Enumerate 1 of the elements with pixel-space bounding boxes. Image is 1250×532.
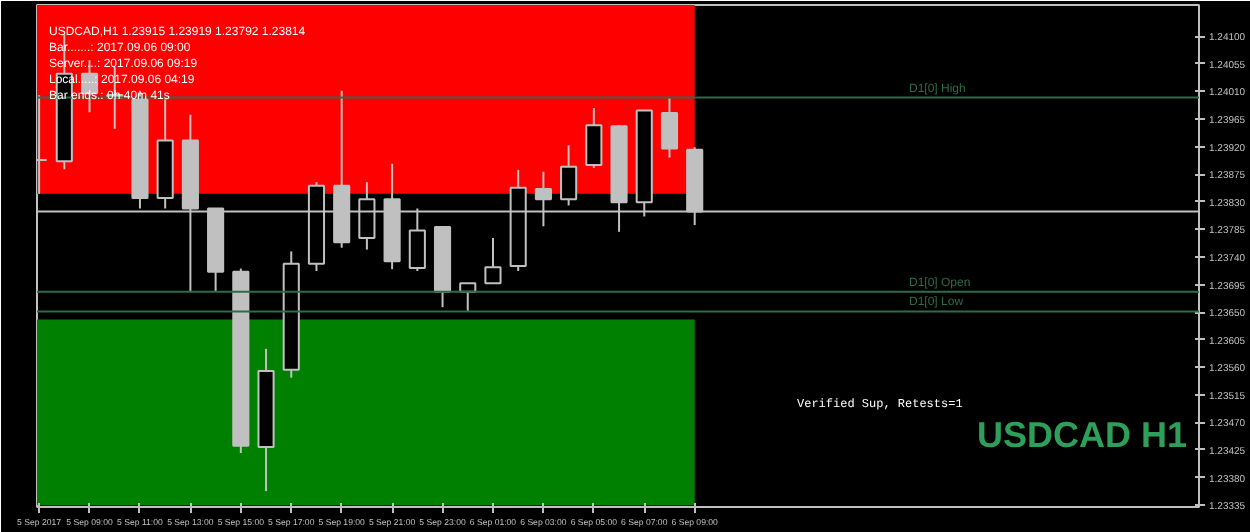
annotation: USDCAD H1 bbox=[977, 415, 1188, 455]
